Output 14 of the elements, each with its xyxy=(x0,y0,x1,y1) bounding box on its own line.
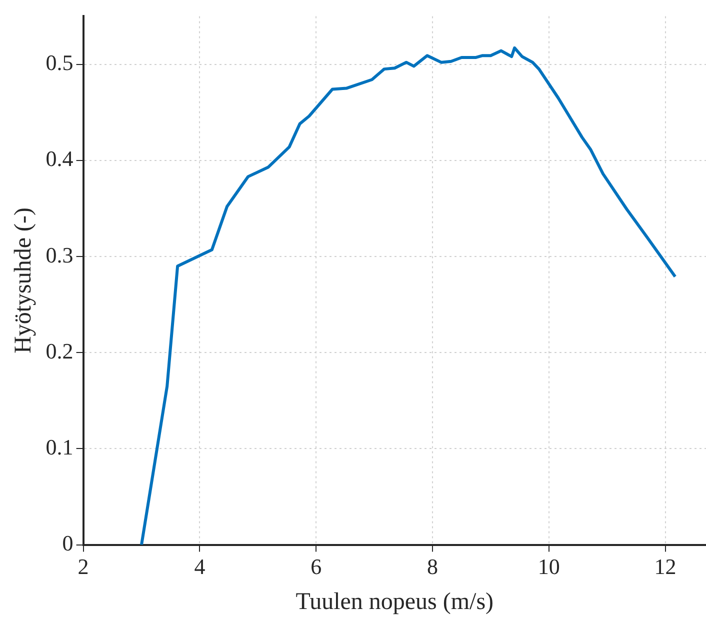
y-tick-label: 0.4 xyxy=(46,146,74,172)
x-tick-label: 2 xyxy=(78,554,89,579)
x-tick-label: 10 xyxy=(538,554,560,579)
x-axis-title: Tuulen nopeus (m/s) xyxy=(296,588,494,615)
y-axis-title: Hyötysuhde (-) xyxy=(10,208,37,354)
x-tick-label: 4 xyxy=(194,554,206,579)
x-tick-label: 8 xyxy=(426,554,438,579)
y-tick-label: 0.2 xyxy=(46,338,74,364)
x-tick-label: 6 xyxy=(310,554,322,579)
y-tick-label: 0 xyxy=(62,530,74,556)
y-tick-label: 0.5 xyxy=(46,50,74,76)
x-tick-label: 12 xyxy=(654,554,676,579)
y-tick-label: 0.1 xyxy=(46,434,74,460)
y-tick-label: 0.3 xyxy=(46,242,74,268)
